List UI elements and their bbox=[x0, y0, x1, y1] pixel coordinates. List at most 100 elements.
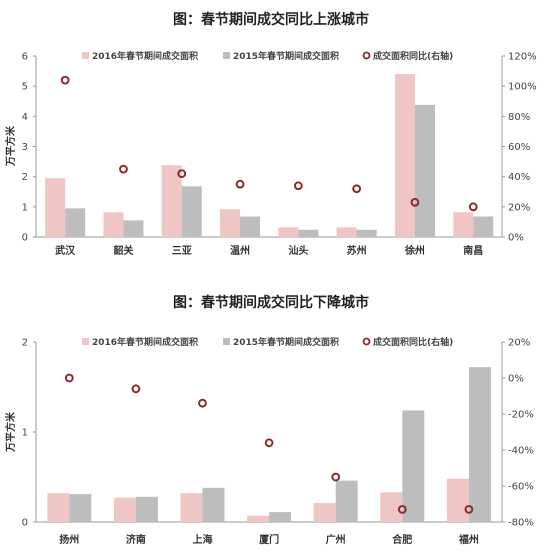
chart1-bar-2015 bbox=[181, 186, 202, 237]
chart1-yoy-point bbox=[410, 197, 420, 207]
chart2-bar-2016 bbox=[247, 515, 270, 522]
chart2-bar-2015 bbox=[135, 496, 158, 522]
chart1-bar-2016 bbox=[45, 178, 66, 237]
chart1-category-label: 武汉 bbox=[55, 244, 76, 257]
chart2-category-label: 上海 bbox=[193, 533, 213, 546]
chart1-y-tick-label: 3 bbox=[22, 142, 28, 153]
chart2-category-label: 合肥 bbox=[391, 533, 412, 546]
chart1-bar-2015 bbox=[65, 208, 86, 237]
chart2-bar-2015 bbox=[269, 512, 292, 522]
chart1-legend-entry: 2016年春节期间成交面积 bbox=[92, 50, 198, 62]
chart1-y-tick-label: 2 bbox=[22, 172, 28, 183]
chart2-y-tick-label: 2 bbox=[22, 338, 28, 349]
chart2-y2-tick-label: -80% bbox=[508, 518, 534, 529]
chart1-bar-2016 bbox=[453, 212, 474, 237]
chart1-category-label: 汕头 bbox=[288, 244, 308, 257]
chart2-category-label: 福州 bbox=[458, 533, 479, 546]
chart2-bar-2015 bbox=[69, 494, 92, 522]
chart2-bar-2015 bbox=[335, 480, 358, 522]
chart1-y2-tick-label: 0% bbox=[508, 233, 524, 244]
chart1-category-label: 三亚 bbox=[172, 245, 192, 257]
chart1-category-label: 徐州 bbox=[404, 244, 425, 257]
chart1-bar-2016 bbox=[394, 74, 415, 237]
chart2-y-axis-label: 万平方米 bbox=[4, 411, 17, 453]
chart2-y-tick-label: 1 bbox=[22, 428, 28, 439]
chart2-bar-2016 bbox=[380, 492, 403, 522]
chart1-category-label: 温州 bbox=[230, 244, 250, 257]
chart2-yoy-point bbox=[397, 505, 407, 514]
chart1-y-tick-label: 0 bbox=[22, 233, 28, 244]
chart1-yoy-point bbox=[177, 169, 187, 179]
chart1-y2-tick-label: 20% bbox=[508, 202, 530, 213]
chart1-category-label: 苏州 bbox=[347, 244, 367, 257]
chart1-yoy-point bbox=[293, 181, 303, 191]
chart2-category-label: 厦门 bbox=[259, 533, 279, 546]
chart2-legend-entry: 2016年春节期间成交面积 bbox=[92, 336, 198, 348]
chart1-yoy-point bbox=[119, 164, 128, 174]
chart1-y2-tick-label: 60% bbox=[508, 142, 530, 153]
chart2-bar-2016 bbox=[313, 503, 336, 522]
chart1-yoy-point bbox=[60, 75, 70, 85]
chart1-bar-2016 bbox=[220, 209, 241, 237]
chart1-y-tick-label: 1 bbox=[22, 202, 28, 213]
chart2-legend-entry: 成交面积同比(右轴) bbox=[373, 336, 453, 348]
chart2-category-label: 扬州 bbox=[59, 533, 79, 546]
chart1-y-tick-label: 6 bbox=[22, 52, 28, 63]
chart1-legend-swatch bbox=[223, 52, 230, 59]
chart2-category-label: 广州 bbox=[326, 533, 346, 546]
chart1-y2-tick-label: 80% bbox=[508, 112, 530, 123]
chart2-yoy-point bbox=[198, 398, 207, 408]
chart1-bar-2015 bbox=[240, 216, 261, 237]
chart2-bar-2016 bbox=[446, 478, 469, 522]
chart1-y2-tick-label: 100% bbox=[508, 82, 537, 93]
chart2-y2-tick-label: -60% bbox=[508, 482, 534, 493]
chart1-yoy-point bbox=[235, 179, 245, 189]
chart2-bar-2016 bbox=[113, 497, 136, 522]
chart1-bar-2016 bbox=[103, 212, 124, 237]
chart2-category-label: 济南 bbox=[126, 533, 146, 546]
chart2-yoy-point bbox=[331, 472, 341, 482]
chart1-title: 图：春节期间成交同比上涨城市 bbox=[173, 11, 369, 28]
chart1-legend-swatch bbox=[82, 52, 89, 59]
chart1-bar-2015 bbox=[298, 229, 319, 237]
chart1-bar-2015 bbox=[473, 216, 494, 237]
chart2-legend-entry: 2015年春节期间成交面积 bbox=[233, 336, 339, 348]
chart1-bar-2015 bbox=[356, 229, 377, 237]
chart1-bar-2016 bbox=[161, 165, 182, 237]
chart2-bar-2015 bbox=[402, 410, 425, 522]
chart2-bar-2016 bbox=[180, 493, 203, 522]
chart1-y2-tick-label: 40% bbox=[508, 172, 530, 183]
chart2-bar-2016 bbox=[47, 493, 70, 522]
chart1-yoy-point bbox=[468, 202, 478, 212]
chart1-yoy-point bbox=[352, 184, 362, 194]
chart2-y2-tick-label: -20% bbox=[508, 410, 534, 421]
chart2-bar-2015 bbox=[468, 367, 491, 522]
chart1-y-tick-label: 4 bbox=[22, 112, 28, 123]
chart2-legend-swatch bbox=[223, 338, 230, 345]
chart1-bar-2015 bbox=[414, 104, 435, 238]
chart1-category-label: 韶关 bbox=[113, 244, 133, 257]
chart2-y2-tick-label: 20% bbox=[508, 338, 530, 349]
chart2-y-tick-label: 0 bbox=[22, 518, 28, 529]
chart1-y2-tick-label: 120% bbox=[508, 52, 537, 63]
chart1-bar-2015 bbox=[123, 220, 144, 237]
chart2-legend-marker bbox=[362, 337, 371, 346]
chart1-legend-entry: 2015年春节期间成交面积 bbox=[233, 50, 339, 62]
chart1-bar-2016 bbox=[336, 227, 357, 237]
chart2-bar-2015 bbox=[202, 487, 225, 522]
chart2-yoy-point bbox=[64, 373, 74, 383]
chart2-yoy-point bbox=[464, 505, 474, 514]
chart2-yoy-point bbox=[131, 384, 141, 394]
chart2-yoy-point bbox=[264, 438, 274, 448]
chart2-y2-tick-label: -40% bbox=[508, 446, 534, 457]
chart1-bar-2016 bbox=[278, 227, 299, 237]
chart1-y-axis-label: 万平方米 bbox=[4, 125, 17, 167]
chart1-legend-entry: 成交面积同比(右轴) bbox=[373, 50, 453, 62]
chart1-y-tick-label: 5 bbox=[22, 82, 28, 93]
chart1-category-label: 南昌 bbox=[463, 244, 483, 257]
chart2-y2-tick-label: 0% bbox=[508, 374, 524, 385]
chart2-title: 图：春节期间成交同比下降城市 bbox=[173, 294, 369, 311]
chart2-legend-swatch bbox=[82, 338, 89, 345]
chart1-legend-marker bbox=[362, 51, 371, 60]
